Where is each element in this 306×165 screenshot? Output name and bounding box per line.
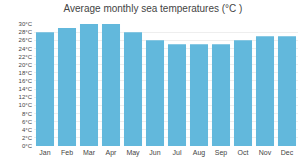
svg-text:Feb: Feb — [61, 149, 73, 156]
svg-text:4°C: 4°C — [22, 127, 33, 133]
svg-text:Jul: Jul — [173, 149, 182, 156]
svg-text:12°C: 12°C — [19, 94, 33, 100]
svg-text:Sep: Sep — [215, 149, 228, 157]
svg-text:Oct: Oct — [238, 149, 249, 156]
svg-text:24°C: 24°C — [19, 46, 33, 52]
svg-text:Average monthly sea temperatur: Average monthly sea temperatures (°C ) — [64, 3, 243, 14]
svg-text:Nov: Nov — [259, 149, 272, 156]
svg-text:10°C: 10°C — [19, 102, 33, 108]
svg-text:Mar: Mar — [83, 149, 96, 156]
svg-text:6°C: 6°C — [22, 119, 33, 125]
svg-text:Jan: Jan — [39, 149, 50, 156]
svg-text:26°C: 26°C — [19, 37, 33, 43]
svg-text:14°C: 14°C — [19, 86, 33, 92]
svg-text:2°C: 2°C — [22, 135, 33, 141]
svg-text:Aug: Aug — [193, 149, 206, 157]
svg-text:Dec: Dec — [281, 149, 294, 156]
svg-text:Jun: Jun — [149, 149, 160, 156]
svg-text:8°C: 8°C — [22, 111, 33, 117]
svg-text:May: May — [126, 149, 140, 157]
svg-text:20°C: 20°C — [19, 62, 33, 68]
svg-text:0°C: 0°C — [22, 143, 33, 149]
svg-text:30°C: 30°C — [19, 21, 33, 27]
svg-text:Apr: Apr — [106, 149, 118, 157]
svg-text:16°C: 16°C — [19, 78, 33, 84]
svg-text:28°C: 28°C — [19, 29, 33, 35]
svg-text:22°C: 22°C — [19, 54, 33, 60]
svg-text:18°C: 18°C — [19, 70, 33, 76]
